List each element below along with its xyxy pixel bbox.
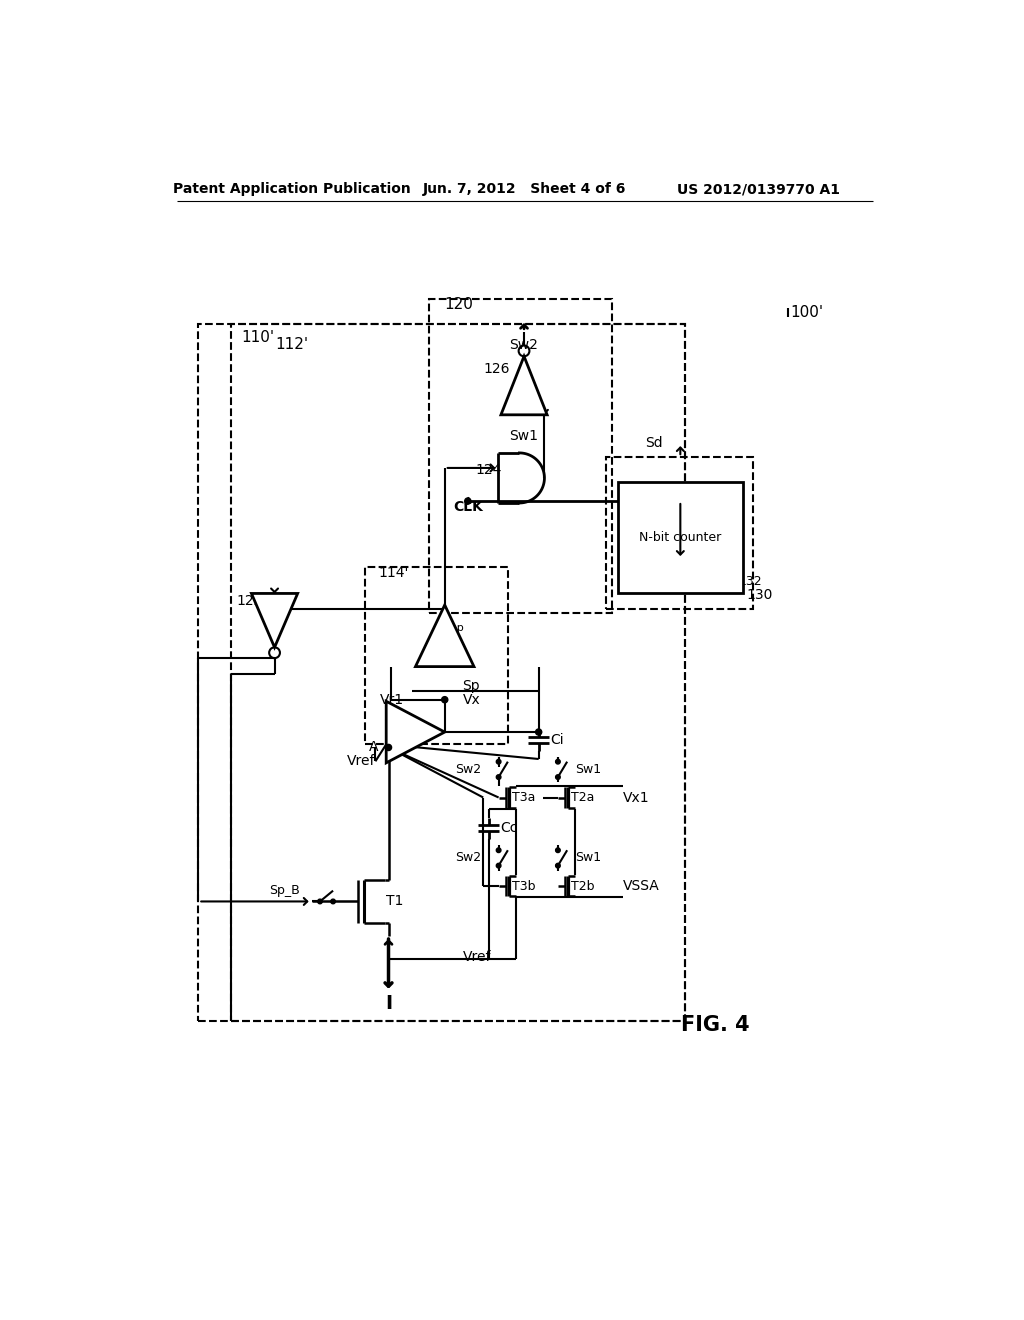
Text: Sw2: Sw2 xyxy=(456,763,481,776)
Text: Vr1: Vr1 xyxy=(380,693,403,706)
Text: Sp: Sp xyxy=(462,678,479,693)
Text: 112': 112' xyxy=(275,337,309,352)
Text: Sw1: Sw1 xyxy=(574,851,601,865)
Text: T3b: T3b xyxy=(512,879,535,892)
Polygon shape xyxy=(416,605,474,667)
Circle shape xyxy=(385,744,391,751)
Text: -: - xyxy=(394,739,398,752)
Text: 126: 126 xyxy=(483,362,510,376)
Text: N-bit counter: N-bit counter xyxy=(639,531,722,544)
Text: 132: 132 xyxy=(739,576,763,589)
Text: 120: 120 xyxy=(444,297,473,313)
Text: Vx1: Vx1 xyxy=(624,791,650,804)
Text: 110': 110' xyxy=(241,330,274,345)
Text: 124: 124 xyxy=(475,463,502,478)
Text: VSSA: VSSA xyxy=(624,879,660,894)
Circle shape xyxy=(465,498,471,504)
Bar xyxy=(366,566,508,743)
Text: T1: T1 xyxy=(386,895,403,908)
Text: 100': 100' xyxy=(791,305,823,319)
Polygon shape xyxy=(386,701,444,763)
Text: Patent Application Publication: Patent Application Publication xyxy=(173,182,411,197)
Text: comp: comp xyxy=(433,623,464,634)
Bar xyxy=(617,482,742,594)
Circle shape xyxy=(556,759,560,764)
Text: CLK: CLK xyxy=(453,500,482,515)
Text: +: + xyxy=(444,638,458,652)
Text: Vref: Vref xyxy=(347,754,376,768)
Circle shape xyxy=(497,863,501,869)
Bar xyxy=(606,457,753,609)
Text: Sw2: Sw2 xyxy=(456,851,481,865)
Polygon shape xyxy=(501,356,547,414)
Text: Vref: Vref xyxy=(463,950,492,964)
Bar xyxy=(199,323,685,1020)
Circle shape xyxy=(556,847,560,853)
Bar xyxy=(429,300,611,612)
Text: US 2012/0139770 A1: US 2012/0139770 A1 xyxy=(677,182,840,197)
Circle shape xyxy=(441,697,447,702)
Text: Jun. 7, 2012   Sheet 4 of 6: Jun. 7, 2012 Sheet 4 of 6 xyxy=(423,182,627,197)
Circle shape xyxy=(536,729,542,735)
Text: Sw2: Sw2 xyxy=(510,338,539,351)
Text: -: - xyxy=(436,638,441,652)
Circle shape xyxy=(556,775,560,779)
Text: +: + xyxy=(390,711,402,725)
Text: FIG. 4: FIG. 4 xyxy=(681,1015,750,1035)
Text: Vx: Vx xyxy=(463,693,481,706)
Text: 130: 130 xyxy=(746,587,773,602)
Text: Sw1: Sw1 xyxy=(574,763,601,776)
Text: Sw1: Sw1 xyxy=(510,429,539,442)
Text: Sp_B: Sp_B xyxy=(269,884,300,898)
Bar xyxy=(230,323,685,1020)
Text: Cc: Cc xyxy=(500,821,517,836)
Circle shape xyxy=(497,847,501,853)
Circle shape xyxy=(497,775,501,779)
Text: A: A xyxy=(369,741,379,755)
Text: I: I xyxy=(385,994,392,1014)
Circle shape xyxy=(497,759,501,764)
Text: T2a: T2a xyxy=(570,791,594,804)
Circle shape xyxy=(317,899,323,904)
Text: 114': 114' xyxy=(379,566,409,579)
Text: Ci: Ci xyxy=(550,733,564,747)
Text: T2b: T2b xyxy=(570,879,594,892)
Polygon shape xyxy=(252,594,298,647)
Text: Sd: Sd xyxy=(645,437,663,450)
Text: 122: 122 xyxy=(237,594,263,609)
Text: OP: OP xyxy=(402,722,420,735)
Circle shape xyxy=(556,863,560,869)
Text: T3a: T3a xyxy=(512,791,535,804)
Circle shape xyxy=(331,899,336,904)
